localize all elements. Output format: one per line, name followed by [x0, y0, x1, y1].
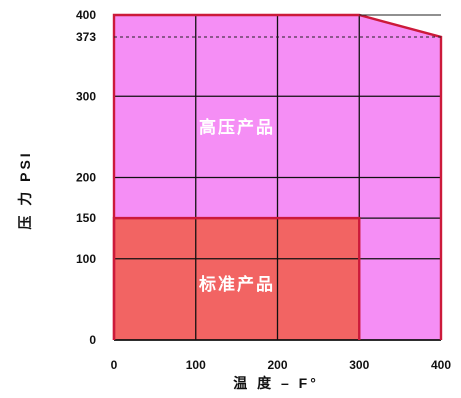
y-tick-label: 300 [76, 89, 96, 103]
chart-reference-lines [114, 14, 441, 38]
y-axis-label: 压 力 PSI [17, 150, 33, 229]
x-axis-ticks: 0 100 200 300 400 [111, 358, 452, 372]
y-tick-label: 0 [89, 333, 96, 347]
series-label-high-pressure: 高压产品 [199, 117, 275, 137]
x-tick-label: 100 [186, 358, 206, 372]
x-tick-label: 400 [431, 358, 451, 372]
y-tick-label: 100 [76, 252, 96, 266]
x-tick-label: 0 [111, 358, 118, 372]
y-axis-ticks: 0 100 150 200 300 373 400 [76, 8, 96, 347]
y-tick-label: 200 [76, 171, 96, 185]
x-tick-label: 200 [267, 358, 287, 372]
x-tick-label: 300 [349, 358, 369, 372]
region-outline-standard [112, 216, 361, 340]
series-label-standard: 标准产品 [199, 274, 275, 294]
x-axis-label: 温 度 – F° [233, 375, 319, 391]
region-standard [114, 218, 360, 340]
y-tick-label: 400 [76, 8, 96, 22]
y-tick-label: 150 [76, 211, 96, 225]
y-tick-label: 373 [76, 30, 96, 44]
